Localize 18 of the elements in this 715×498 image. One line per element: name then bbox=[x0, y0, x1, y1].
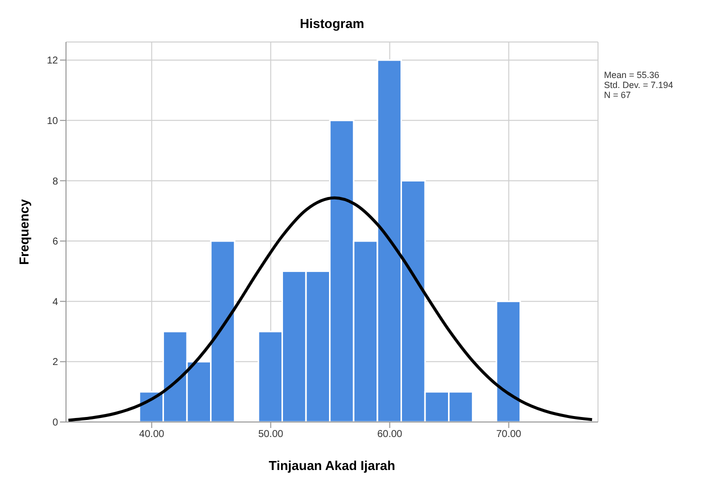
text: Std. Dev. = 7.194 bbox=[604, 80, 674, 90]
y-axis-title: Frequency bbox=[16, 198, 32, 265]
y-tick-label: 6 bbox=[52, 236, 58, 248]
x-axis-title: Tinjauan Akad Ijarah bbox=[268, 458, 396, 473]
x-tick-label: 70.00 bbox=[496, 429, 522, 440]
text: N = 67 bbox=[604, 90, 632, 100]
x-tick-label: 60.00 bbox=[377, 429, 403, 440]
y-tick-label: 12 bbox=[46, 56, 58, 67]
y-tick-label: 8 bbox=[52, 176, 58, 188]
y-tick-label: 10 bbox=[46, 116, 58, 127]
chart-title: Histogram bbox=[298, 16, 366, 31]
y-tick-label: 0 bbox=[52, 418, 58, 429]
x-tick-label: 40.00 bbox=[139, 429, 165, 440]
line-series bbox=[66, 196, 594, 422]
y-tick-label: 4 bbox=[52, 296, 58, 308]
y-tick-label: 2 bbox=[52, 357, 58, 368]
text: Mean = 55.36 bbox=[604, 70, 660, 80]
x-tick-label: 50.00 bbox=[258, 429, 284, 440]
